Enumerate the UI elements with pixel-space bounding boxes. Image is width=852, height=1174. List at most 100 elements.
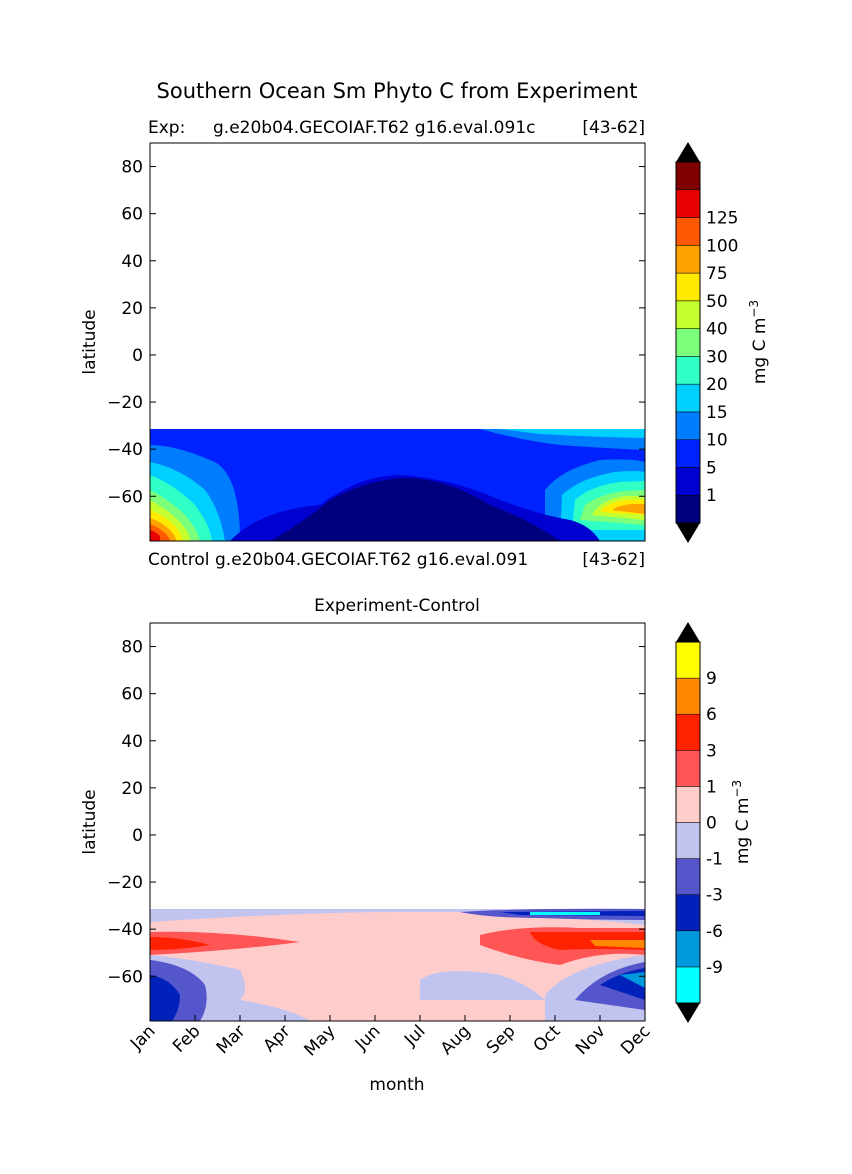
ctrl-title-center: g.e20b04.GECOIAF.T62 g16.eval.091 (215, 550, 528, 570)
colorbar-segment (675, 217, 701, 246)
colorbar-tick-label: 5 (706, 458, 717, 478)
colorbar-segment (675, 894, 701, 932)
colorbar-tick-label: 1 (706, 486, 717, 506)
colorbar-tick-label: -3 (706, 886, 723, 906)
colorbar-segment (675, 383, 701, 413)
colorbar-segment (675, 677, 701, 715)
colorbar-extend-max (676, 142, 700, 162)
figure-title: Southern Ocean Sm Phyto C from Experimen… (157, 79, 638, 103)
diff-x-label: month (369, 1075, 424, 1095)
colorbar-segment (675, 641, 701, 679)
x-tick-label: May (301, 1021, 340, 1060)
colorbar-frame (675, 641, 701, 1004)
colorbar-tick-label: 30 (706, 347, 728, 367)
colorbar-segment (675, 300, 701, 329)
colorbar-tick-label: 0 (706, 814, 717, 834)
diff-title: Experiment-Control (314, 596, 480, 616)
exp-y-axis: 80 60 40 20 0 −20 −40 −60 (107, 158, 645, 507)
colorbar-tick-label: 20 (706, 375, 728, 395)
y-tick-label: −60 (107, 967, 143, 987)
ctrl-title-right: [43-62] (582, 550, 645, 570)
y-tick-label: −60 (107, 487, 143, 507)
diff-colorbar-label: mg C m−3 (730, 780, 753, 864)
colorbar-tick-label: 3 (706, 741, 717, 761)
colorbar-tick-label: -6 (706, 922, 723, 942)
colorbar-tick-label: 40 (706, 320, 728, 340)
colorbar-tick-label: 1 (706, 777, 717, 797)
colorbar-segment (675, 750, 701, 787)
colorbar-segment (675, 356, 701, 385)
y-tick-label: 80 (121, 638, 143, 658)
colorbar-tick-label: -1 (706, 850, 723, 870)
x-tick-label: Jul (400, 1021, 429, 1050)
colorbar-tick-label: 9 (706, 669, 717, 689)
colorbar-segment (675, 272, 701, 302)
x-tick-label: Nov (572, 1021, 610, 1059)
y-tick-label: 40 (121, 252, 143, 272)
colorbar-extend-max (676, 622, 700, 642)
diff-colorbar: -9 -6 -3 -1 0 1 3 6 9 (675, 622, 723, 1023)
x-tick-label: Oct (530, 1021, 565, 1056)
y-tick-label: 20 (121, 299, 143, 319)
y-tick-label: 0 (132, 826, 143, 846)
colorbar-segment (675, 245, 701, 274)
y-tick-label: −40 (107, 920, 143, 940)
exp-contour-field (150, 429, 645, 541)
difference-panel: Control g.e20b04.GECOIAF.T62 g16.eval.09… (80, 550, 655, 1095)
colorbar-segment (675, 822, 701, 859)
exp-title-left: Exp: (148, 118, 185, 138)
colorbar-tick-label: 50 (706, 292, 728, 312)
colorbar-tick-label: 100 (706, 236, 738, 256)
colorbar-segment (675, 411, 701, 440)
x-tick-label: Apr (260, 1021, 295, 1056)
x-tick-label: Dec (617, 1021, 654, 1058)
y-tick-label: 40 (121, 732, 143, 752)
colorbar-segment (675, 858, 701, 895)
y-tick-label: 20 (121, 779, 143, 799)
colorbar-tick-label: 10 (706, 431, 728, 451)
colorbar-segment (675, 328, 701, 357)
diff-y-axis: 80 60 40 20 0 −20 −40 −60 (107, 638, 645, 987)
colorbar-tick-label: 6 (706, 705, 717, 725)
colorbar-tick-label: 75 (706, 264, 728, 284)
exp-y-label: latitude (80, 309, 100, 374)
x-tick-label: Aug (437, 1021, 475, 1059)
colorbar-extend-min (676, 1003, 700, 1023)
y-tick-label: 0 (132, 346, 143, 366)
exp-title-right: [43-62] (582, 118, 645, 138)
y-tick-label: 60 (121, 205, 143, 225)
x-tick-label: Mar (213, 1021, 250, 1058)
colorbar-tick-label: 125 (706, 209, 738, 229)
exp-plot-frame (149, 142, 646, 542)
x-tick-label: Sep (483, 1021, 520, 1058)
diff-contour-field (150, 908, 645, 1021)
colorbar-segment (675, 966, 701, 1004)
y-tick-label: −20 (107, 873, 143, 893)
diff-y-label: latitude (80, 789, 100, 854)
experiment-panel: Exp: g.e20b04.GECOIAF.T62 g16.eval.091c … (80, 118, 646, 542)
colorbar-extend-min (676, 523, 700, 543)
colorbar-segment (675, 467, 701, 496)
y-tick-label: 80 (121, 158, 143, 178)
colorbar-segment (675, 494, 701, 524)
colorbar-segment (675, 930, 701, 968)
colorbar-tick-label: 15 (706, 403, 728, 423)
colorbar-segment (675, 713, 701, 751)
colorbar-segment (675, 189, 701, 218)
x-tick-label: Jun (351, 1021, 385, 1055)
colorbar-segment (675, 786, 701, 823)
x-tick-label: Jan (126, 1021, 159, 1054)
colorbar-frame (675, 161, 701, 524)
y-tick-label: −20 (107, 393, 143, 413)
colorbar-segment (675, 439, 701, 468)
ctrl-title-left: Control (148, 550, 209, 570)
y-tick-label: 60 (121, 685, 143, 705)
exp-colorbar-label: mg C m−3 (747, 300, 770, 384)
diff-plot-frame (149, 622, 646, 1022)
exp-title-center: g.e20b04.GECOIAF.T62 g16.eval.091c (213, 118, 535, 138)
diff-x-axis: Jan Feb Mar Apr May Jun Jul Aug Sep Oct Nov Dec (126, 1015, 655, 1060)
y-tick-label: −40 (107, 440, 143, 460)
x-tick-label: Feb (169, 1021, 204, 1056)
